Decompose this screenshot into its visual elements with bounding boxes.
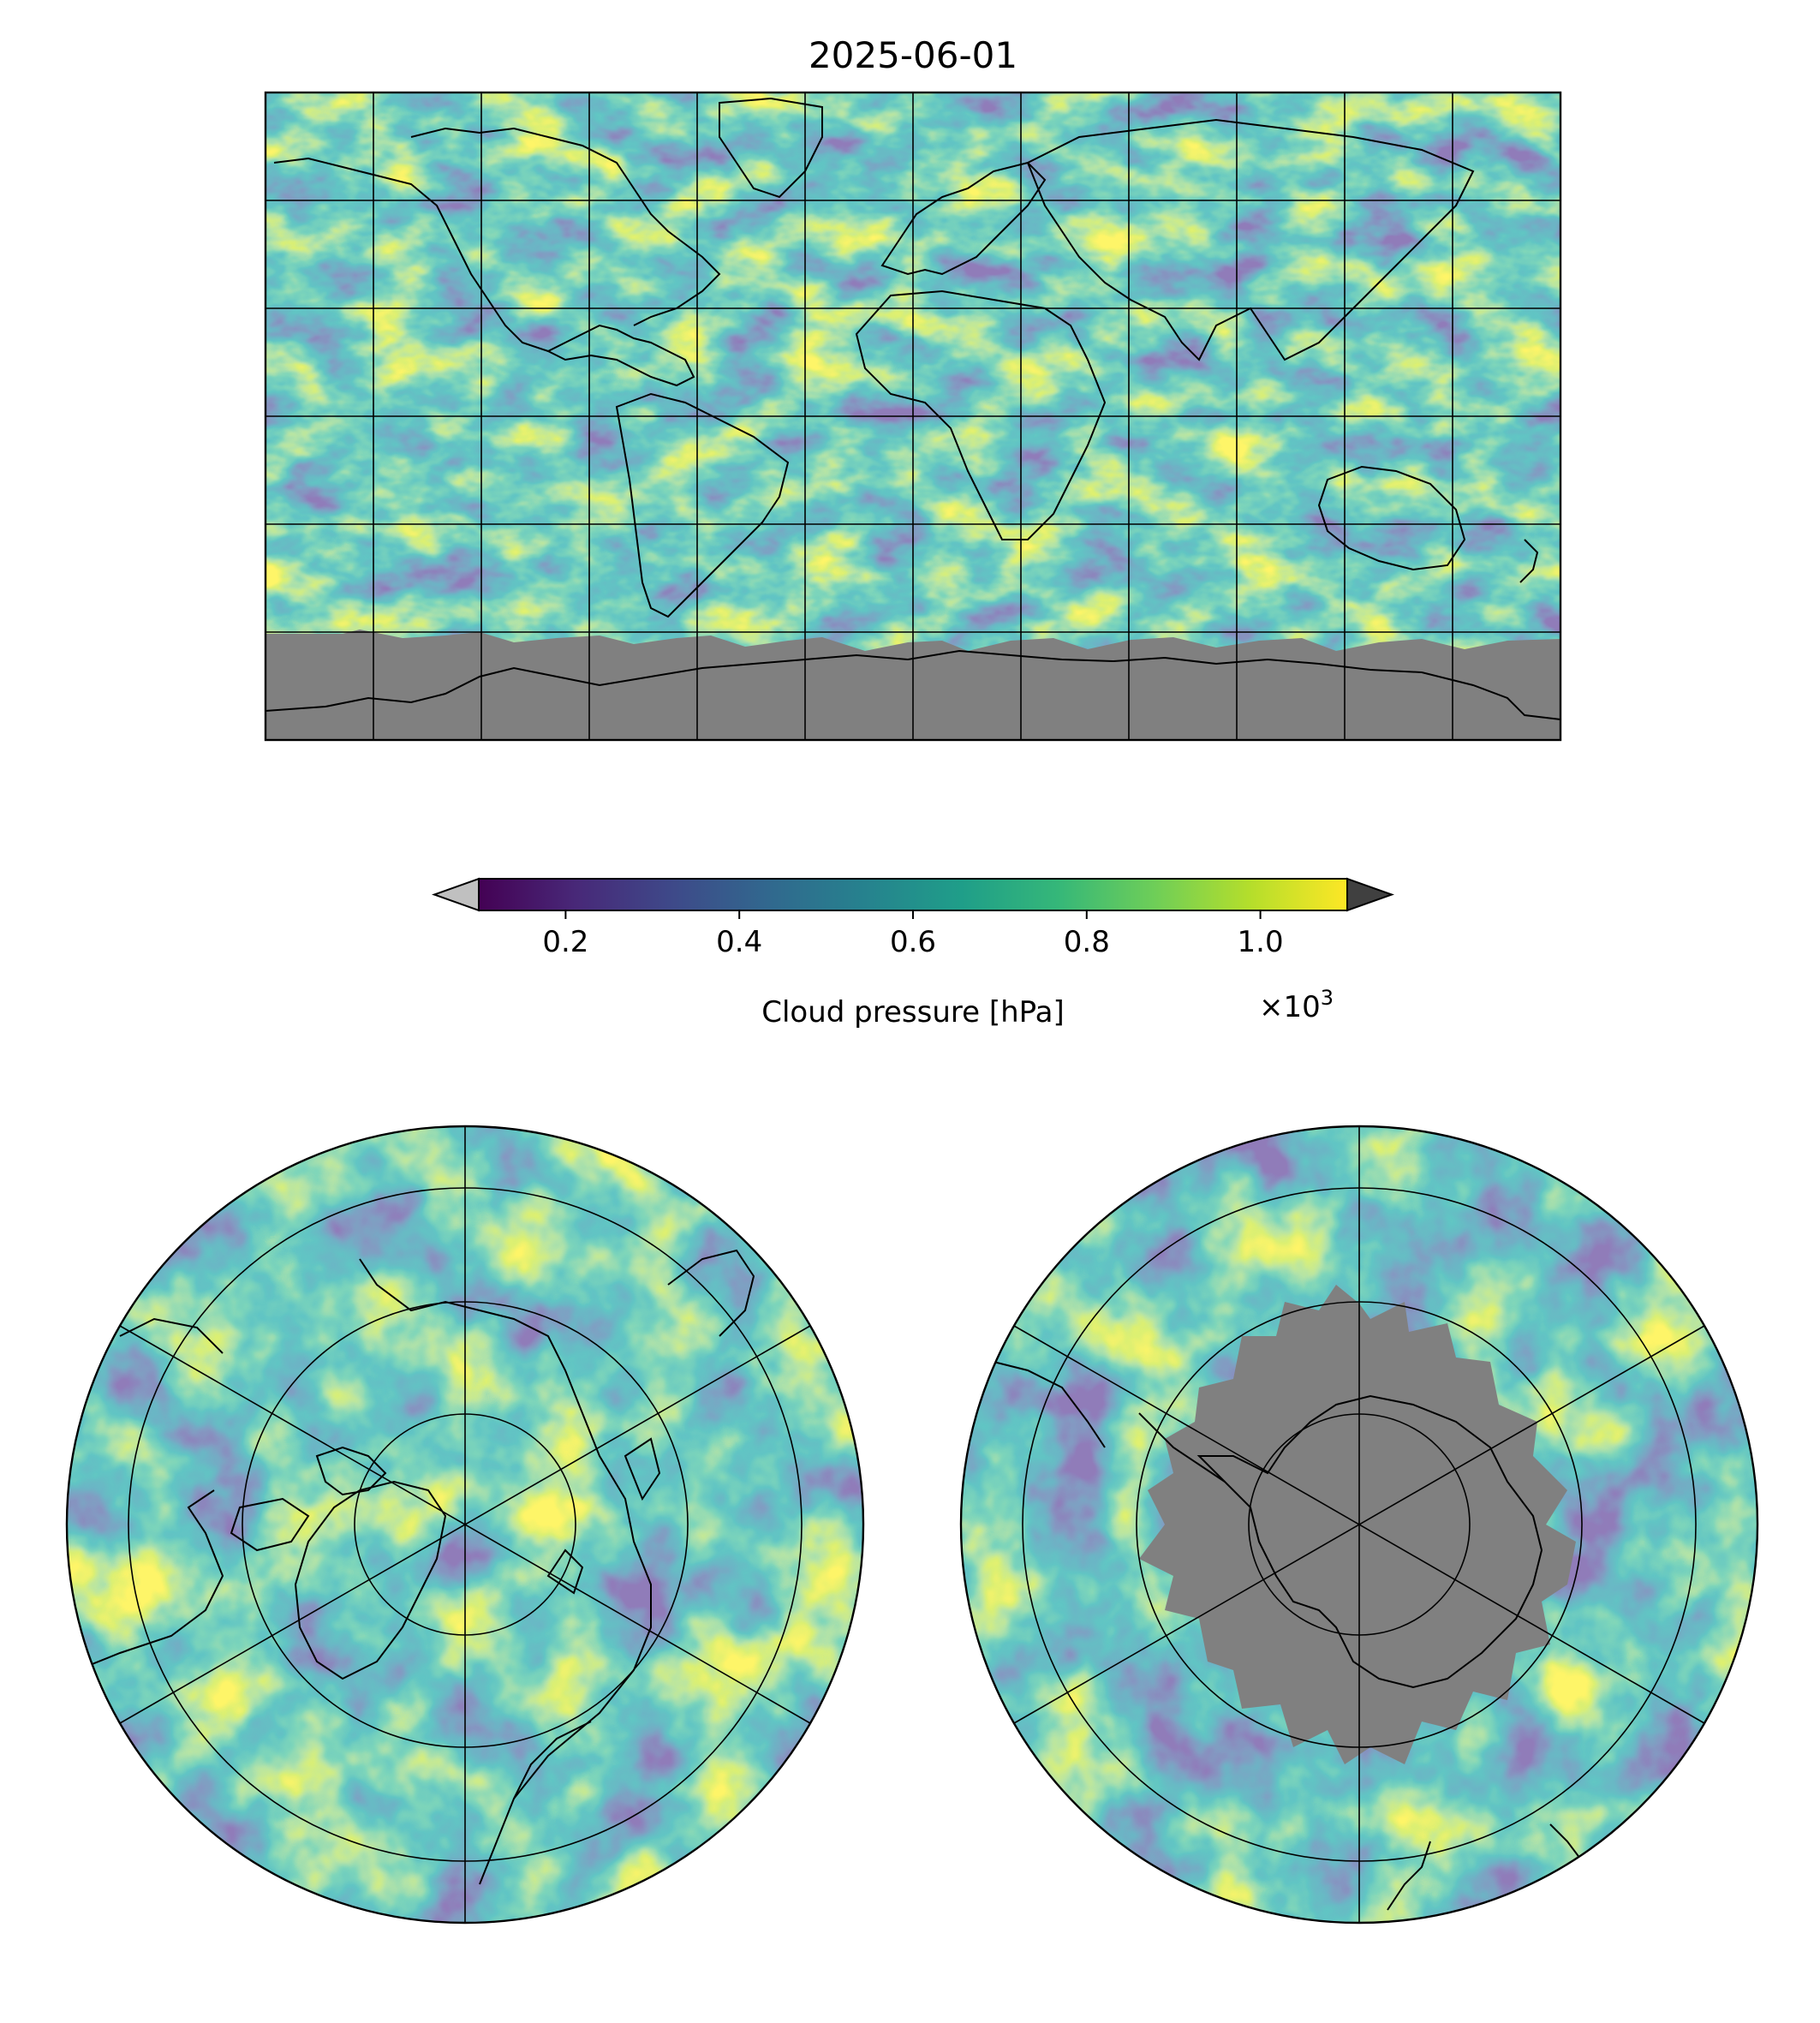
colorbar-extend-low bbox=[432, 877, 480, 912]
south-coastlines bbox=[993, 1361, 1581, 1911]
colorbar-tick-label: 0.4 bbox=[716, 925, 762, 959]
global-map bbox=[264, 91, 1562, 742]
colorbar-ticks: 0.2 0.4 0.6 0.8 1.0 bbox=[542, 910, 1284, 959]
north-map-frame bbox=[65, 1125, 865, 1925]
colorbar-tick-label: 0.2 bbox=[542, 925, 588, 959]
colorbar-tick-label: 0.6 bbox=[890, 925, 936, 959]
south-polar-map bbox=[959, 1125, 1759, 1925]
north-polar-map bbox=[65, 1125, 865, 1925]
north-gridlines bbox=[119, 1126, 811, 1923]
south-missing-data bbox=[1139, 1285, 1576, 1764]
colorbar-multiplier-base: ×10 bbox=[1259, 990, 1321, 1024]
global-coastlines bbox=[266, 97, 1560, 720]
colorbar-tick-label: 0.8 bbox=[1064, 925, 1110, 959]
colorbar-gradient bbox=[478, 878, 1348, 911]
global-gridlines bbox=[266, 92, 1560, 740]
global-map-frame bbox=[264, 91, 1562, 742]
colorbar: 0.2 0.4 0.6 0.8 1.0 Cloud pressure [hPa] ×10… bbox=[432, 877, 1394, 1029]
south-gridlines bbox=[1013, 1126, 1705, 1923]
south-map-frame bbox=[959, 1125, 1759, 1925]
colorbar-multiplier-exp: 3 bbox=[1321, 986, 1334, 1010]
colorbar-extend-high bbox=[1346, 877, 1394, 912]
colorbar-multiplier: ×103 bbox=[1259, 986, 1334, 1024]
colorbar-tick-label: 1.0 bbox=[1238, 925, 1284, 959]
map-title: 2025-06-01 bbox=[809, 34, 1017, 76]
colorbar-label: Cloud pressure [hPa] bbox=[761, 995, 1064, 1029]
